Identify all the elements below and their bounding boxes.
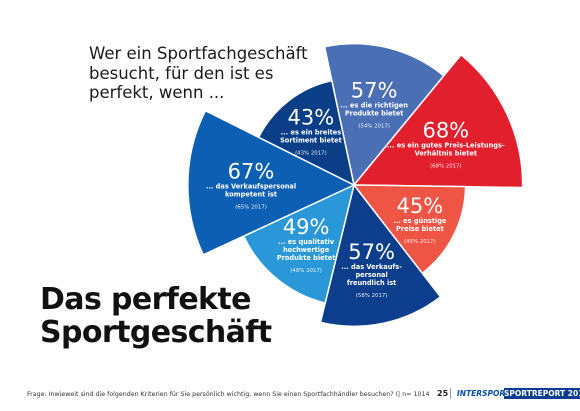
- slice-label-group: 68%... es ein gutes Preis-Leistungs-Verh…: [387, 119, 505, 170]
- footer-divider: [450, 388, 451, 399]
- page-title: Das perfekte Sportgeschäft: [40, 282, 272, 350]
- pie-slice: [242, 183, 356, 304]
- title-line-2: Sportgeschäft: [40, 315, 272, 350]
- brand-logo: INTERSPORT: [457, 389, 510, 398]
- slice-category-label: kompetent ist: [225, 191, 277, 199]
- slice-category-label: Sortiment bietet: [280, 136, 342, 144]
- slice-category-label: freundlich ist: [347, 279, 396, 287]
- pie-slice: [323, 42, 445, 187]
- slice-category-label: Preise bietet: [396, 225, 444, 233]
- slice-prior-year-label: (45% 2017): [404, 239, 436, 245]
- pie-slice: [352, 184, 467, 275]
- slice-category-label: Produkte bietet: [277, 254, 336, 262]
- slice-prior-year-label: (58% 2017): [356, 293, 388, 299]
- slice-prior-year-label: (65% 2017): [235, 205, 267, 211]
- footer-question: Frage: Inwieweit sind die folgenden Krit…: [27, 391, 430, 398]
- slice-category-label: ... es die richtigen: [340, 102, 408, 110]
- slice-value-label: 57%: [348, 240, 395, 264]
- slice-prior-year-label: (68% 2017): [430, 164, 462, 170]
- slice-category-label: personal: [355, 271, 387, 279]
- slice-value-label: 57%: [351, 79, 398, 103]
- slice-value-label: 49%: [283, 215, 330, 239]
- slice-value-label: 43%: [288, 105, 335, 129]
- slice-prior-year-label: (54% 2017): [358, 124, 390, 130]
- slice-value-label: 45%: [397, 194, 444, 218]
- page-number: 25: [437, 389, 449, 398]
- slice-category-label: Produkte bietet: [345, 110, 404, 118]
- slice-prior-year-label: (43% 2017): [295, 150, 327, 156]
- slice-prior-year-label: (48% 2017): [290, 268, 322, 274]
- chart-subtitle: Wer ein Sportfachgeschäft besucht, für d…: [89, 44, 334, 103]
- slice-category-label: ... es qualitativ: [278, 238, 335, 246]
- pie-slice: [187, 109, 356, 256]
- slice-category-label: ... das Verkaufs-: [341, 263, 402, 271]
- pie-slice: [257, 79, 356, 187]
- report-badge: SPORTREPORT 2018: [504, 388, 580, 399]
- pie-slice: [352, 53, 524, 189]
- title-line-1: Das perfekte: [40, 282, 252, 317]
- subtitle-line-2: besucht, für den ist es: [89, 63, 274, 83]
- slice-value-label: 68%: [422, 119, 469, 143]
- slice-category-label: ... das Verkaufspersonal: [206, 183, 296, 191]
- slice-category-label: ... es ein gutes Preis-Leistungs-: [387, 142, 505, 150]
- slice-label-group: 49%... es qualitativhochwertigeProdukte …: [277, 215, 336, 274]
- slice-category-label: ... es günstige: [393, 217, 447, 225]
- slice-category-label: ... es ein breites: [281, 128, 342, 136]
- slice-value-label: 67%: [228, 160, 275, 184]
- subtitle-line-1: Wer ein Sportfachgeschäft: [89, 44, 308, 63]
- slice-category-label: hochwertige: [283, 246, 330, 254]
- slice-category-label: Verhältnis bietet: [415, 150, 477, 158]
- pie-slice: [319, 183, 442, 328]
- subtitle-line-3: perfekt, wenn ...: [89, 83, 225, 102]
